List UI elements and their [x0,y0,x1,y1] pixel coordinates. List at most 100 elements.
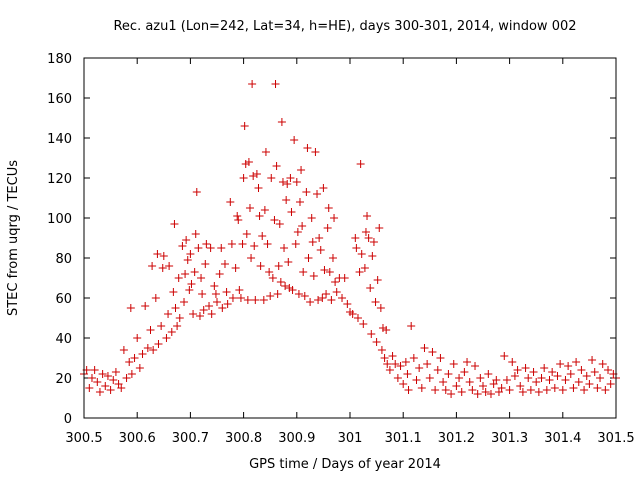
data-point [425,374,434,382]
data-point [194,244,203,252]
data-point [295,198,304,206]
data-point [238,240,247,248]
data-point [439,378,448,386]
data-point [516,382,525,390]
data-point [195,312,204,320]
x-tick-label: 300.9 [278,431,315,446]
data-point [376,304,385,312]
data-point [258,232,267,240]
data-point [580,386,589,394]
data-point [174,274,183,282]
y-tick-label: 100 [47,212,72,227]
data-point [220,260,229,268]
y-tick-label: 180 [47,52,72,67]
data-point [352,244,361,252]
data-point [356,160,365,168]
data-point [231,264,240,272]
x-tick-label: 301 [338,431,363,446]
data-point [455,374,464,382]
data-point [375,224,384,232]
data-point [492,376,501,384]
data-point [338,294,347,302]
data-point [180,298,189,306]
data-point [353,314,362,322]
axis-ticks: 0 20 40 60 80 100 120 140 160 180 300.5 300.6 300.7 3… [47,52,634,446]
data-point [192,188,201,196]
data-point [363,212,372,220]
data-point [569,384,578,392]
data-point [343,300,352,308]
data-point [505,386,514,394]
data-point [274,262,283,270]
data-point [205,302,214,310]
data-point [574,378,583,386]
data-point [276,278,285,286]
data-point [109,376,118,384]
data-point [302,188,311,196]
data-point [526,386,535,394]
data-point [130,354,139,362]
data-point [233,212,242,220]
data-point [189,310,198,318]
data-point [217,244,226,252]
data-point [183,256,192,264]
data-point [226,198,235,206]
data-point [228,294,237,302]
data-point [564,362,573,370]
data-point [529,368,538,376]
data-point [263,240,272,248]
data-point [396,362,405,370]
data-point [309,272,318,280]
data-point [510,372,519,380]
data-point [465,378,474,386]
data-point [240,122,249,130]
data-point [357,250,366,258]
data-point [383,360,392,368]
data-point [377,346,386,354]
data-point [369,238,378,246]
data-point [327,296,336,304]
plot-frame [83,57,617,419]
data-point [275,220,284,228]
data-point [186,250,195,258]
data-points [80,80,620,398]
data-point [90,366,99,374]
data-point [524,374,533,382]
data-point [222,288,231,296]
data-point [278,178,287,186]
y-tick-label: 120 [47,172,72,187]
data-point [151,294,160,302]
y-tick-label: 140 [47,132,72,147]
data-point [213,298,221,306]
data-point [322,290,331,298]
data-point [141,302,150,310]
data-point [154,340,163,348]
data-point [577,366,586,374]
data-point [315,234,324,242]
data-point [170,220,179,228]
data-point [119,346,128,354]
data-point [244,158,253,166]
data-point [245,204,254,212]
data-point [481,388,490,396]
data-point [323,224,332,232]
data-point [122,374,131,382]
data-point [251,296,260,304]
data-point [566,370,575,378]
data-point [598,360,607,368]
data-point [266,292,275,300]
data-point [181,270,190,278]
data-point [190,268,199,276]
data-point [328,254,337,262]
data-point [537,374,546,382]
data-point [148,262,157,270]
data-point [340,274,349,282]
y-tick-label: 60 [55,292,72,307]
data-point [372,338,381,346]
data-point [173,322,182,330]
data-point [210,282,219,290]
data-point [277,118,286,126]
data-point [359,320,368,328]
data-point [254,184,263,192]
